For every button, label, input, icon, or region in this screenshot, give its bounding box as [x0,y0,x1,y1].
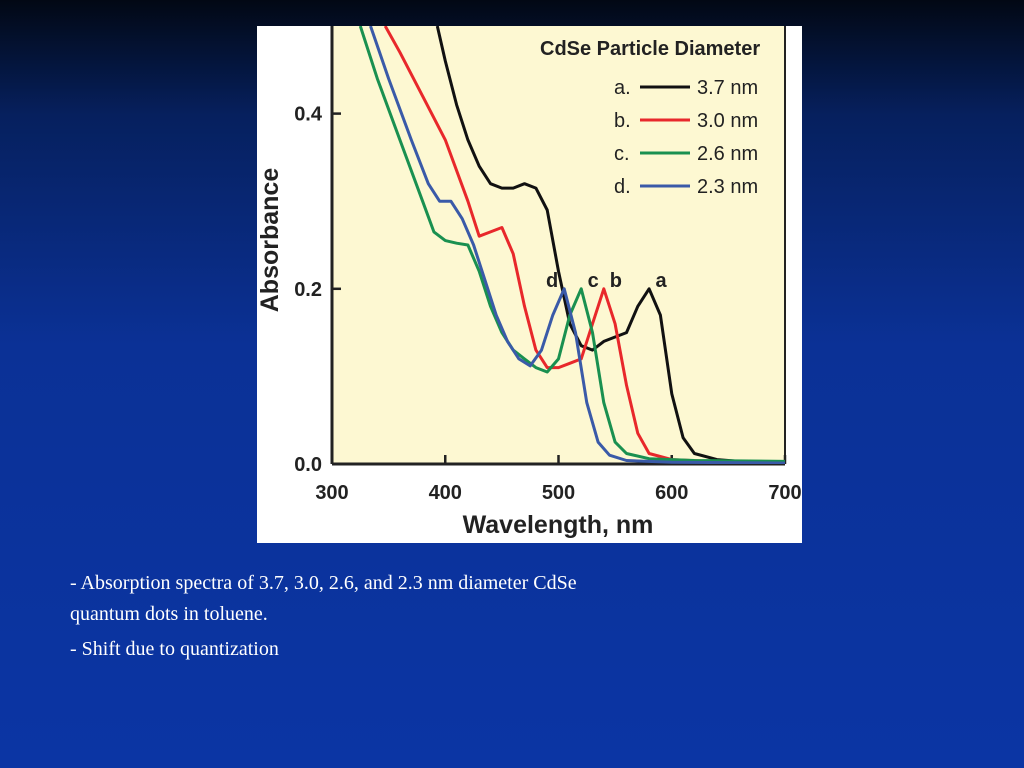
series-group [358,26,785,464]
y-tick-label: 0.2 [294,279,322,301]
x-tick-label: 400 [429,482,462,504]
peak-label: b [610,270,622,292]
plot-area [332,26,785,464]
peak-label: c [588,270,599,292]
legend-label: 2.3 nm [697,176,758,198]
series-line [369,26,785,464]
legend-label: 3.7 nm [697,77,758,99]
y-tick-label: 0.4 [294,104,323,126]
legend-letter: d. [614,176,631,198]
x-tick-label: 600 [655,482,688,504]
x-tick-label: 700 [768,482,801,504]
peak-label: a [656,270,668,292]
y-tick-label: 0.0 [294,454,322,476]
x-axis-label: Wavelength, nm [463,511,654,539]
x-tick-label: 500 [542,482,575,504]
caption-line: - Shift due to quantization [70,638,279,660]
series-line [435,26,785,464]
legend-letter: c. [614,143,630,165]
caption-line: - Absorption spectra of 3.7, 3.0, 2.6, a… [70,572,577,594]
legend-label: 2.6 nm [697,143,758,165]
y-axis-label: Absorbance [256,168,284,313]
legend-label: 3.0 nm [697,110,758,132]
legend-letter: a. [614,77,631,99]
caption-line: quantum dots in toluene. [70,603,268,625]
peak-label: d [546,270,558,292]
series-line [358,26,785,463]
legend-letter: b. [614,110,631,132]
x-tick-label: 300 [315,482,348,504]
legend-title: CdSe Particle Diameter [540,38,760,60]
